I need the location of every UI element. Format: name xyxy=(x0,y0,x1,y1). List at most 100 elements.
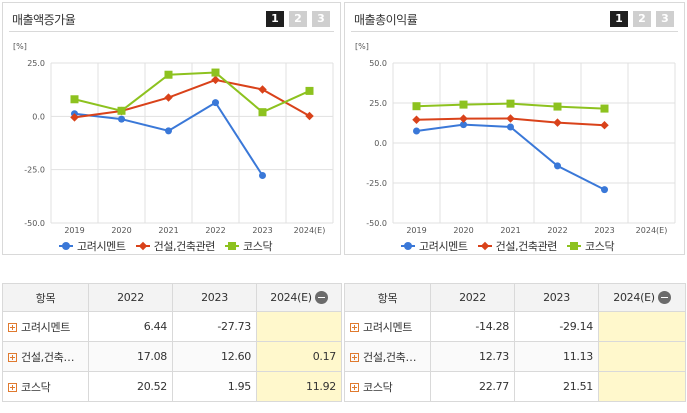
expand-icon[interactable] xyxy=(8,382,17,392)
legend-label: 건설,건축관련 xyxy=(495,240,558,253)
gross-margin-chart: [%]50.0 25.0 0.0 -25.0 -50.0 2019 2020 2021 2022… xyxy=(355,42,676,235)
value-cell xyxy=(598,341,686,372)
row-name: 코스닥 xyxy=(363,380,393,394)
legend-label: 코스닥 xyxy=(585,240,615,253)
column-header: 2022 xyxy=(88,283,173,312)
table-row: 코스닥 20.52 1.95 11.92 xyxy=(2,371,342,402)
circle-marker-icon xyxy=(401,242,415,250)
expand-icon[interactable] xyxy=(8,322,17,332)
row-name: 고려시멘트 xyxy=(21,320,71,334)
chart-legend: 고려시멘트 건설,건축관련 코스닥 xyxy=(59,238,273,254)
expand-icon[interactable] xyxy=(350,322,359,332)
data-point xyxy=(305,111,314,121)
row-name-cell: 고려시멘트 xyxy=(2,311,89,342)
collapse-icon[interactable] xyxy=(314,291,328,304)
row-name-cell: 건설,건축… xyxy=(2,341,89,372)
y-tick-label: 0.0 xyxy=(374,139,387,148)
legend-item-construction: 건설,건축관련 xyxy=(135,238,215,254)
y-tick-label: 0.0 xyxy=(32,112,45,121)
data-point xyxy=(259,171,266,179)
data-point xyxy=(553,118,562,127)
data-point xyxy=(506,99,515,108)
value-cell: 11.13 xyxy=(514,341,599,372)
y-tick-label: -25.0 xyxy=(366,179,387,188)
x-tick-label: 2019 xyxy=(64,226,84,235)
x-tick-label: 2024(E) xyxy=(636,226,668,235)
page-button-1[interactable]: 1 xyxy=(610,11,628,27)
column-header: 2023 xyxy=(172,283,257,312)
legend-label: 고려시멘트 xyxy=(77,240,126,253)
x-tick-label: 2020 xyxy=(111,226,131,235)
data-point xyxy=(412,102,421,111)
table-row: 코스닥 22.77 21.51 xyxy=(344,371,686,402)
data-point xyxy=(553,102,562,111)
value-cell xyxy=(256,311,342,342)
value-cell: 21.51 xyxy=(514,371,599,402)
circle-marker-icon xyxy=(59,242,73,250)
data-point xyxy=(118,115,125,123)
page-selector: 1 2 3 xyxy=(266,11,330,27)
x-tick-label: 2023 xyxy=(594,226,614,235)
legend-label: 코스닥 xyxy=(243,240,273,253)
expand-icon[interactable] xyxy=(350,382,359,392)
data-point xyxy=(507,123,514,131)
data-point xyxy=(258,85,267,94)
expand-icon[interactable] xyxy=(8,352,17,362)
expand-icon[interactable] xyxy=(350,352,359,362)
legend-item-koryo-cement: 고려시멘트 xyxy=(401,238,468,254)
data-point xyxy=(554,162,561,170)
legend-item-kosdaq: 코스닥 xyxy=(225,238,273,254)
value-cell: 12.60 xyxy=(172,341,257,372)
x-tick-label: 2023 xyxy=(252,226,272,235)
value-cell: -14.28 xyxy=(430,311,515,342)
square-marker-icon xyxy=(567,242,582,250)
data-point xyxy=(412,115,421,125)
column-header: 2023 xyxy=(514,283,599,312)
data-point xyxy=(117,106,126,115)
series-line xyxy=(74,71,310,114)
page-button-1[interactable]: 1 xyxy=(266,11,284,27)
legend-item-kosdaq: 코스닥 xyxy=(567,238,615,254)
value-cell: 20.52 xyxy=(88,371,173,402)
row-name-cell: 고려시멘트 xyxy=(344,311,431,342)
diamond-marker-icon xyxy=(135,242,150,250)
gross-margin-table: 항목 2022 2023 2024(E) 고려시멘트 -14.28 -29.14… xyxy=(344,283,686,402)
data-point xyxy=(258,108,267,117)
value-cell: -27.73 xyxy=(172,311,257,342)
data-point xyxy=(600,104,609,113)
panel-title: 매출액증가율 xyxy=(12,13,76,27)
x-tick-label: 2024(E) xyxy=(294,226,326,235)
page-button-2[interactable]: 2 xyxy=(289,11,307,27)
page-button-3[interactable]: 3 xyxy=(312,11,330,27)
value-cell: 6.44 xyxy=(88,311,173,342)
y-tick-label: -25.0 xyxy=(24,166,45,175)
value-cell: 1.95 xyxy=(172,371,257,402)
y-unit-label: [%] xyxy=(13,42,27,51)
x-tick-label: 2022 xyxy=(205,226,225,235)
column-header-label: 2024(E) xyxy=(270,291,312,304)
page-button-3[interactable]: 3 xyxy=(656,11,674,27)
page-button-2[interactable]: 2 xyxy=(633,11,651,27)
data-point xyxy=(459,114,468,123)
x-tick-label: 2021 xyxy=(500,226,520,235)
data-point xyxy=(460,121,467,129)
column-header: 2022 xyxy=(430,283,515,312)
value-cell: -29.14 xyxy=(514,311,599,342)
diamond-marker-icon xyxy=(477,242,492,250)
table-row: 건설,건축… 17.08 12.60 0.17 xyxy=(2,341,342,372)
y-tick-label: 50.0 xyxy=(369,59,387,68)
series-line xyxy=(74,78,310,119)
y-tick-label: 25.0 xyxy=(369,99,387,108)
column-header: 항목 xyxy=(344,283,431,312)
legend-item-construction: 건설,건축관련 xyxy=(477,238,558,254)
sales-growth-table: 항목 2022 2023 2024(E) 고려시멘트 6.44 -27.73 건… xyxy=(2,283,342,402)
x-tick-label: 2022 xyxy=(547,226,567,235)
column-header-label: 2024(E) xyxy=(613,291,655,304)
collapse-icon[interactable] xyxy=(657,291,671,304)
column-header: 항목 xyxy=(2,283,89,312)
table-header-row: 항목 2022 2023 2024(E) xyxy=(2,283,342,312)
value-cell xyxy=(598,311,686,342)
data-point xyxy=(212,99,219,107)
legend-item-koryo-cement: 고려시멘트 xyxy=(59,238,126,254)
row-name-cell: 코스닥 xyxy=(344,371,431,402)
